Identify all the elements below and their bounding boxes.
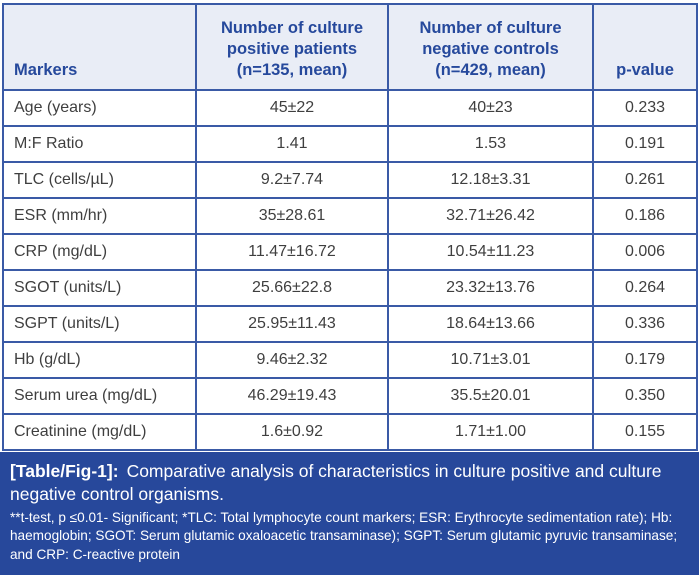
caption-text: Comparative analysis of characteristics … bbox=[10, 461, 662, 504]
positive-cell: 11.47±16.72 bbox=[195, 233, 389, 271]
p-value-cell: 0.179 bbox=[592, 341, 698, 379]
negative-cell: 1.71±1.00 bbox=[387, 413, 594, 451]
positive-cell: 46.29±19.43 bbox=[195, 377, 389, 415]
marker-cell: SGPT (units/L) bbox=[2, 305, 197, 343]
comparison-table: Markers Number of culture positive patie… bbox=[2, 3, 698, 451]
negative-cell: 32.71±26.42 bbox=[387, 197, 594, 235]
negative-cell: 35.5±20.01 bbox=[387, 377, 594, 415]
marker-cell: M:F Ratio bbox=[2, 125, 197, 163]
p-value-cell: 0.191 bbox=[592, 125, 698, 163]
table-row: TLC (cells/µL) 9.2±7.74 12.18±3.31 0.261 bbox=[2, 161, 698, 199]
positive-cell: 35±28.61 bbox=[195, 197, 389, 235]
negative-cell: 12.18±3.31 bbox=[387, 161, 594, 199]
marker-cell: ESR (mm/hr) bbox=[2, 197, 197, 235]
table-row: CRP (mg/dL) 11.47±16.72 10.54±11.23 0.006 bbox=[2, 233, 698, 271]
p-value-cell: 0.264 bbox=[592, 269, 698, 307]
marker-cell: Age (years) bbox=[2, 89, 197, 127]
marker-cell: Creatinine (mg/dL) bbox=[2, 413, 197, 451]
marker-cell: TLC (cells/µL) bbox=[2, 161, 197, 199]
header-culture-negative: Number of culture negative controls (n=4… bbox=[387, 3, 594, 91]
positive-cell: 45±22 bbox=[195, 89, 389, 127]
marker-cell: Serum urea (mg/dL) bbox=[2, 377, 197, 415]
comparison-table-wrap: Markers Number of culture positive patie… bbox=[2, 3, 698, 451]
marker-cell: CRP (mg/dL) bbox=[2, 233, 197, 271]
positive-cell: 1.41 bbox=[195, 125, 389, 163]
positive-cell: 9.2±7.74 bbox=[195, 161, 389, 199]
table-row: SGOT (units/L) 25.66±22.8 23.32±13.76 0.264 bbox=[2, 269, 698, 307]
negative-cell: 23.32±13.76 bbox=[387, 269, 594, 307]
header-markers: Markers bbox=[2, 3, 197, 91]
caption-label: [Table/Fig-1]: bbox=[10, 461, 119, 481]
table-header: Markers Number of culture positive patie… bbox=[2, 3, 698, 91]
negative-cell: 10.71±3.01 bbox=[387, 341, 594, 379]
table-row: M:F Ratio 1.41 1.53 0.191 bbox=[2, 125, 698, 163]
p-value-cell: 0.233 bbox=[592, 89, 698, 127]
negative-cell: 1.53 bbox=[387, 125, 594, 163]
table-body: Age (years) 45±22 40±23 0.233 M:F Ratio 1.41 1… bbox=[2, 89, 698, 451]
table-row: SGPT (units/L) 25.95±11.43 18.64±13.66 0.33… bbox=[2, 305, 698, 343]
table-footnote: **t-test, p ≤0.01- Significant; *TLC: To… bbox=[10, 509, 678, 563]
caption-panel: [Table/Fig-1]: Comparative analysis of ch… bbox=[0, 452, 699, 575]
marker-cell: Hb (g/dL) bbox=[2, 341, 197, 379]
header-culture-positive: Number of culture positive patients (n=1… bbox=[195, 3, 389, 91]
header-row: Markers Number of culture positive patie… bbox=[2, 3, 698, 91]
table-row: ESR (mm/hr) 35±28.61 32.71±26.42 0.186 bbox=[2, 197, 698, 235]
positive-cell: 1.6±0.92 bbox=[195, 413, 389, 451]
p-value-cell: 0.006 bbox=[592, 233, 698, 271]
positive-cell: 25.66±22.8 bbox=[195, 269, 389, 307]
p-value-cell: 0.336 bbox=[592, 305, 698, 343]
marker-cell: SGOT (units/L) bbox=[2, 269, 197, 307]
table-caption: [Table/Fig-1]: Comparative analysis of ch… bbox=[10, 460, 687, 506]
table-row: Age (years) 45±22 40±23 0.233 bbox=[2, 89, 698, 127]
positive-cell: 25.95±11.43 bbox=[195, 305, 389, 343]
positive-cell: 9.46±2.32 bbox=[195, 341, 389, 379]
negative-cell: 10.54±11.23 bbox=[387, 233, 594, 271]
table-row: Serum urea (mg/dL) 46.29±19.43 35.5±20.01 0… bbox=[2, 377, 698, 415]
negative-cell: 40±23 bbox=[387, 89, 594, 127]
p-value-cell: 0.186 bbox=[592, 197, 698, 235]
header-p-value: p-value bbox=[592, 3, 698, 91]
p-value-cell: 0.261 bbox=[592, 161, 698, 199]
p-value-cell: 0.350 bbox=[592, 377, 698, 415]
table-row: Creatinine (mg/dL) 1.6±0.92 1.71±1.00 0.155 bbox=[2, 413, 698, 451]
table-row: Hb (g/dL) 9.46±2.32 10.71±3.01 0.179 bbox=[2, 341, 698, 379]
p-value-cell: 0.155 bbox=[592, 413, 698, 451]
negative-cell: 18.64±13.66 bbox=[387, 305, 594, 343]
